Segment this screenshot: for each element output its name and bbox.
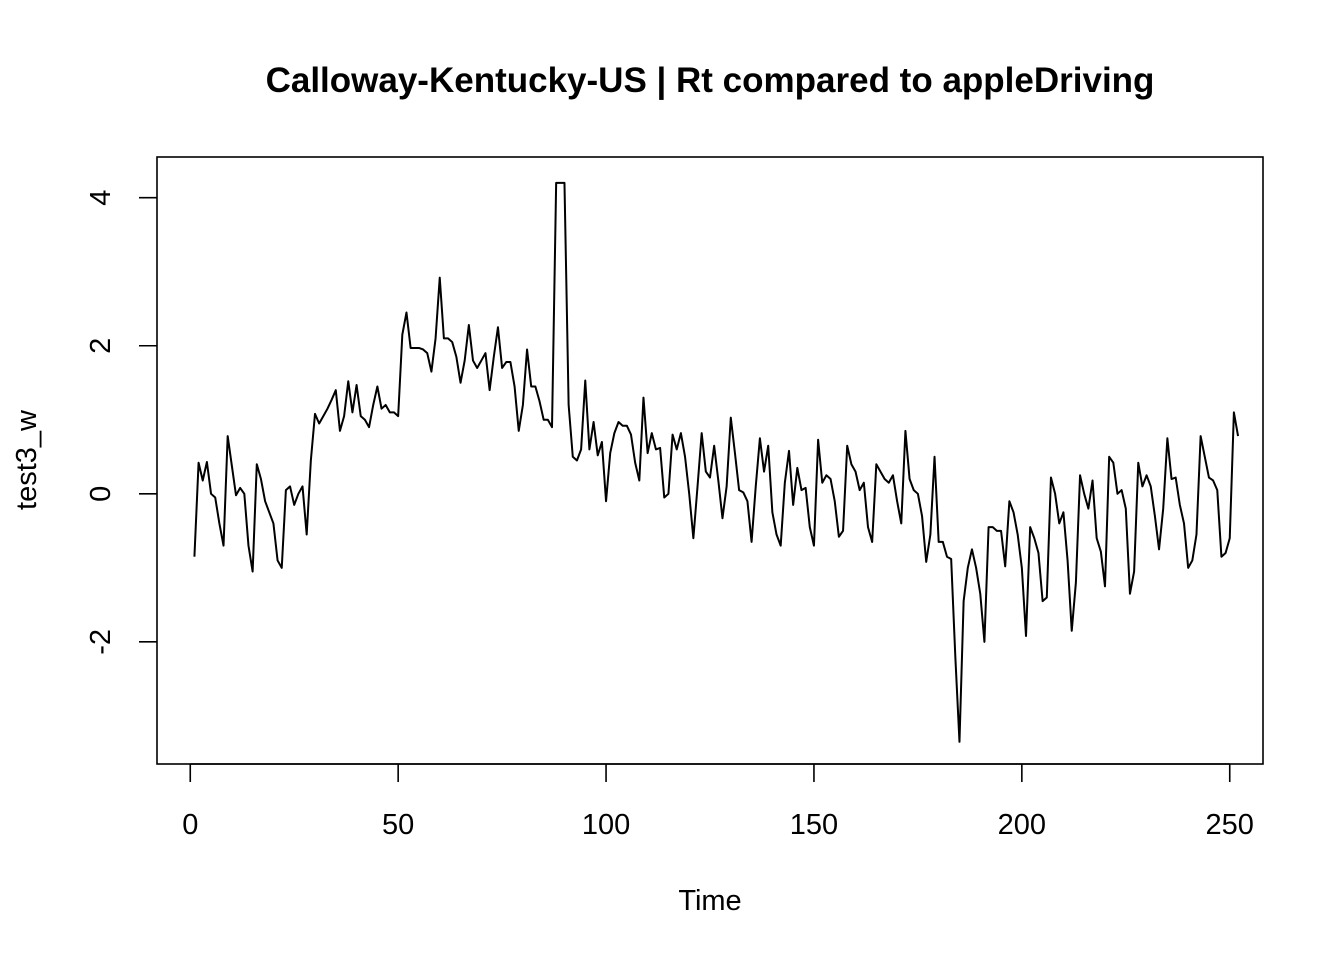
x-tick-label: 0 [182, 809, 198, 841]
x-tick-label: 100 [582, 809, 630, 841]
y-axis-label: test3_w [11, 409, 43, 510]
y-tick-label: 0 [85, 486, 117, 502]
x-axis: 0 50 100 150 200 250 [182, 763, 1254, 841]
x-tick-label: 150 [790, 809, 838, 841]
series-line [193, 181, 1240, 743]
x-axis-label: Time [678, 885, 741, 917]
y-tick-label: -2 [85, 629, 117, 655]
y-tick-label: 2 [85, 338, 117, 354]
x-tick-label: 50 [382, 809, 414, 841]
y-axis: -2 0 2 4 [85, 190, 157, 655]
y-tick-label: 4 [85, 190, 117, 206]
x-tick-label: 200 [998, 809, 1046, 841]
x-tick-label: 250 [1206, 809, 1254, 841]
plot-frame [156, 156, 1264, 765]
chart-title: Calloway-Kentucky-US | Rt compared to ap… [266, 61, 1155, 100]
